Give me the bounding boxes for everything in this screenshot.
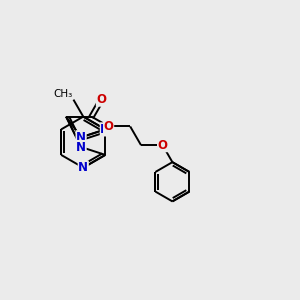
Text: N: N: [76, 140, 86, 154]
Text: O: O: [158, 139, 168, 152]
Text: N: N: [100, 123, 110, 136]
Text: N: N: [78, 161, 88, 174]
Text: O: O: [103, 120, 114, 133]
Text: CH₃: CH₃: [53, 88, 73, 99]
Text: O: O: [96, 93, 106, 106]
Text: N: N: [76, 131, 86, 144]
